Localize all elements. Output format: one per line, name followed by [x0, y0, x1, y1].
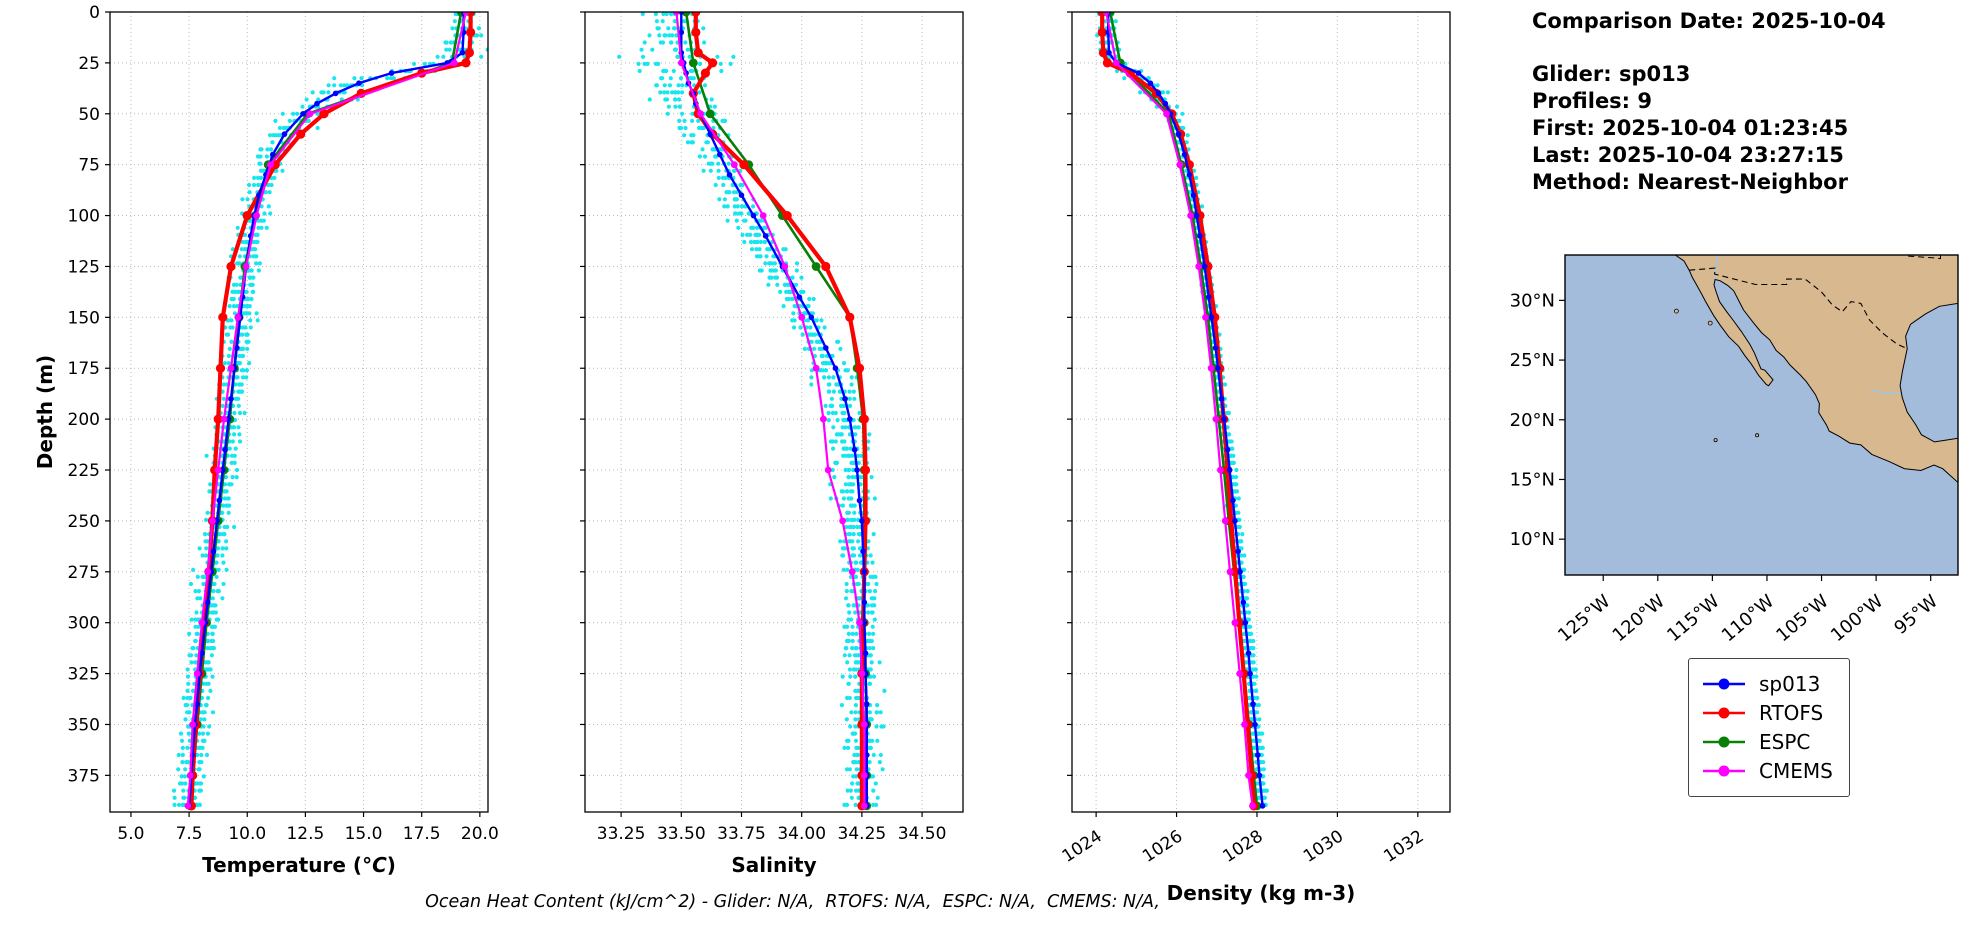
- svg-text:50: 50: [78, 105, 100, 125]
- info-line: First: 2025-10-04 01:23:45: [1532, 116, 1849, 140]
- svg-text:175: 175: [68, 359, 100, 379]
- svg-text:150: 150: [68, 308, 100, 328]
- svg-text:34.25: 34.25: [838, 824, 887, 844]
- location-map: 30°N 25°N 20°N 15°N 10°N 125°W120°W115°W110°W…: [1510, 254, 1959, 647]
- svg-text:33.75: 33.75: [717, 824, 766, 844]
- temperature-profile-chart: 5.0 7.5 10.0 12.5 15.0 17.5 20.0 0 25 50 75 100 125 1…: [33, 3, 498, 877]
- glider-info-lines: Glider: sp013 Profiles: 9 First: 2025-10-0…: [1532, 61, 1886, 196]
- svg-text:100°W: 100°W: [1827, 591, 1888, 647]
- legend-item-espc: ESPC: [1701, 730, 1833, 754]
- svg-text:Temperature (°C): Temperature (°C): [202, 853, 396, 877]
- svg-text:300: 300: [68, 614, 100, 634]
- svg-text:325: 325: [68, 665, 100, 685]
- comparison-date-text: Comparison Date: 2025-10-04: [1532, 9, 1886, 33]
- svg-text:Density (kg m-3): Density (kg m-3): [1167, 881, 1356, 905]
- svg-text:1026: 1026: [1139, 826, 1186, 866]
- legend-label: RTOFS: [1759, 701, 1824, 725]
- legend-item-rtofs: RTOFS: [1701, 701, 1833, 725]
- svg-text:0: 0: [89, 3, 100, 23]
- ocean-heat-content-caption: Ocean Heat Content (kJ/cm^2) - Glider: N…: [425, 892, 1160, 912]
- density-profile-chart: 1024 1026 1028 1030 1032 Density (kg m-3): [1059, 11, 1451, 905]
- svg-text:33.25: 33.25: [597, 824, 646, 844]
- info-panel: Comparison Date: 2025-10-04 Glider: sp01…: [1532, 8, 1886, 196]
- legend-item-sp013: sp013: [1701, 672, 1833, 696]
- info-line: Profiles: 9: [1532, 89, 1653, 113]
- svg-text:25°N: 25°N: [1510, 350, 1555, 371]
- info-gap: [1532, 35, 1886, 61]
- legend-marker-icon: [1703, 765, 1745, 777]
- svg-text:15.0: 15.0: [345, 824, 383, 844]
- svg-text:10°N: 10°N: [1510, 529, 1555, 550]
- svg-text:5.0: 5.0: [117, 824, 144, 844]
- svg-text:1028: 1028: [1220, 826, 1267, 866]
- svg-text:105°W: 105°W: [1772, 591, 1833, 647]
- svg-text:1032: 1032: [1380, 826, 1427, 866]
- legend-item-cmems: CMEMS: [1701, 759, 1833, 783]
- legend-label: ESPC: [1759, 730, 1811, 754]
- svg-text:17.5: 17.5: [403, 824, 441, 844]
- svg-text:95°W: 95°W: [1890, 591, 1942, 639]
- svg-text:120°W: 120°W: [1609, 591, 1670, 647]
- svg-text:7.5: 7.5: [176, 824, 203, 844]
- svg-text:350: 350: [68, 715, 100, 735]
- svg-text:30°N: 30°N: [1510, 290, 1555, 311]
- svg-text:15°N: 15°N: [1510, 469, 1555, 490]
- legend-label: sp013: [1759, 672, 1821, 696]
- legend-label: CMEMS: [1759, 759, 1833, 783]
- svg-text:100: 100: [68, 207, 100, 227]
- svg-text:34.00: 34.00: [777, 824, 826, 844]
- svg-text:1030: 1030: [1300, 826, 1347, 866]
- legend-marker-icon: [1703, 736, 1745, 748]
- legend-marker-icon: [1703, 678, 1745, 690]
- info-line: Glider: sp013: [1532, 62, 1691, 86]
- svg-text:225: 225: [68, 461, 100, 481]
- svg-text:375: 375: [68, 766, 100, 786]
- svg-text:115°W: 115°W: [1663, 591, 1724, 647]
- legend: sp013 RTOFS ESPC CMEMS: [1688, 658, 1850, 797]
- svg-text:110°W: 110°W: [1718, 591, 1779, 647]
- info-line: Last: 2025-10-04 23:27:15: [1532, 143, 1844, 167]
- svg-text:125: 125: [68, 257, 100, 277]
- salinity-profile-chart: 33.25 33.50 33.75 34.00 34.25 34.50 Salinity: [580, 11, 964, 877]
- svg-text:10.0: 10.0: [228, 824, 266, 844]
- svg-text:33.50: 33.50: [657, 824, 706, 844]
- legend-marker-icon: [1703, 707, 1745, 719]
- svg-text:275: 275: [68, 563, 100, 583]
- svg-text:250: 250: [68, 512, 100, 532]
- svg-text:34.50: 34.50: [898, 824, 947, 844]
- svg-text:125°W: 125°W: [1554, 591, 1615, 647]
- svg-text:1024: 1024: [1059, 826, 1106, 866]
- svg-text:Depth (m): Depth (m): [33, 355, 57, 469]
- svg-text:20.0: 20.0: [461, 824, 498, 844]
- svg-text:200: 200: [68, 410, 100, 430]
- svg-text:20°N: 20°N: [1510, 410, 1555, 431]
- svg-text:Salinity: Salinity: [731, 853, 816, 877]
- svg-text:25: 25: [78, 54, 100, 74]
- info-line: Method: Nearest-Neighbor: [1532, 170, 1848, 194]
- svg-text:12.5: 12.5: [286, 824, 324, 844]
- svg-text:75: 75: [78, 156, 100, 176]
